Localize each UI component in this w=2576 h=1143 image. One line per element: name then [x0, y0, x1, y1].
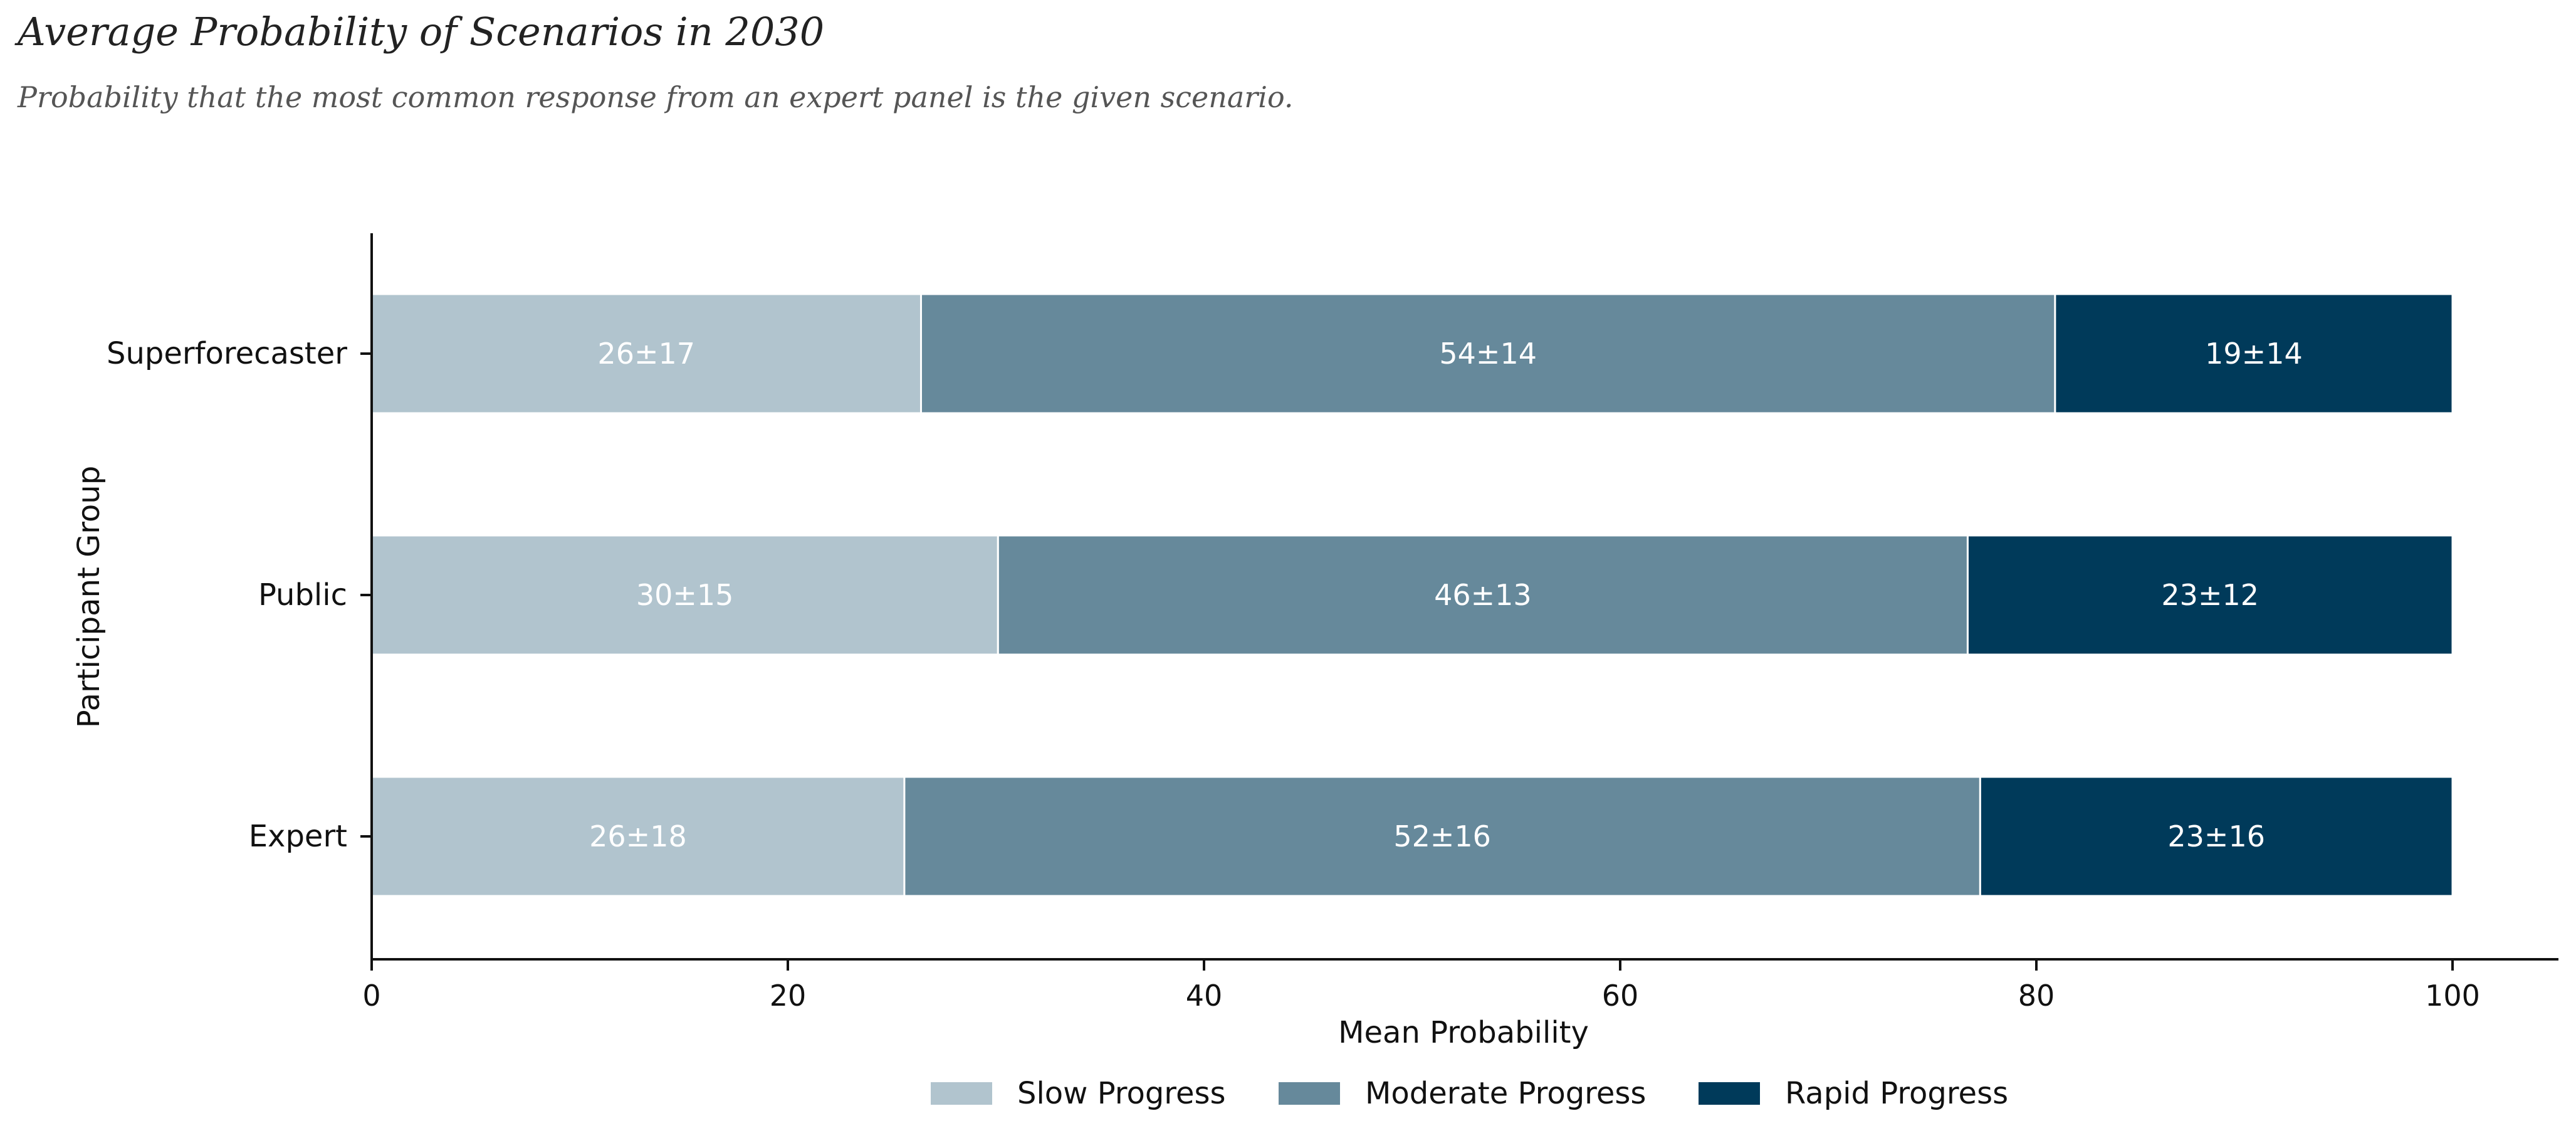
y-tick-label-public: Public: [258, 577, 347, 613]
x-tick-label: 100: [2425, 979, 2480, 1013]
bar-public-rapid-progress: [1966, 534, 2454, 656]
x-ticks: 0 20 40 60 80 100: [362, 959, 2480, 1013]
data-label-public-slow-progress: 30±15: [636, 578, 734, 612]
data-label-expert-slow-progress: 26±18: [589, 819, 687, 853]
bar-public-moderate-progress: [997, 534, 1969, 656]
data-label-superforecaster-slow-progress: 26±17: [597, 337, 695, 371]
legend-swatch-slow-progress: [931, 1082, 992, 1105]
x-tick-label: 0: [362, 979, 380, 1013]
bar-public-slow-progress: [370, 534, 999, 656]
data-label-expert-moderate-progress: 52±16: [1393, 819, 1491, 853]
x-axis-title: Mean Probability: [1338, 1015, 1589, 1050]
chart-subtitle: Probability that the most common respons…: [18, 80, 1294, 114]
chart-title: Average Probability of Scenarios in 2030: [18, 9, 825, 55]
x-tick-label: 80: [2018, 979, 2055, 1013]
data-label-superforecaster-moderate-progress: 54±14: [1439, 337, 1537, 371]
bar-superforecaster-rapid-progress: [2054, 293, 2454, 414]
legend-label-rapid-progress: Rapid Progress: [1785, 1076, 2008, 1111]
legend-label-moderate-progress: Moderate Progress: [1365, 1076, 1646, 1111]
y-ticks: Superforecaster Public Expert: [107, 336, 372, 854]
bar-superforecaster-slow-progress: [370, 293, 922, 414]
y-tick-label-superforecaster: Superforecaster: [107, 336, 347, 371]
legend-label-slow-progress: Slow Progress: [1017, 1076, 1226, 1111]
bar-expert-moderate-progress: [903, 776, 1981, 897]
legend: Slow Progress Moderate Progress Rapid Prog…: [931, 1076, 2008, 1111]
data-label-public-moderate-progress: 46±13: [1434, 578, 1532, 612]
x-tick-label: 20: [770, 979, 807, 1013]
legend-swatch-moderate-progress: [1279, 1082, 1340, 1105]
bar-expert-rapid-progress: [1979, 776, 2454, 897]
data-label-expert-rapid-progress: 23±16: [2167, 819, 2265, 853]
bar-expert-slow-progress: [370, 776, 906, 897]
y-axis-title: Participant Group: [71, 466, 107, 728]
bars-layer: 26±17 54±14 19±14 30±15 46±13 23±12 26±18 52±16…: [370, 293, 2454, 897]
x-tick-label: 60: [1602, 979, 1639, 1013]
y-tick-label-expert: Expert: [249, 819, 347, 854]
data-label-superforecaster-rapid-progress: 19±14: [2205, 337, 2303, 371]
x-tick-label: 40: [1186, 979, 1223, 1013]
data-label-public-rapid-progress: 23±12: [2161, 578, 2259, 612]
legend-swatch-rapid-progress: [1699, 1082, 1760, 1105]
